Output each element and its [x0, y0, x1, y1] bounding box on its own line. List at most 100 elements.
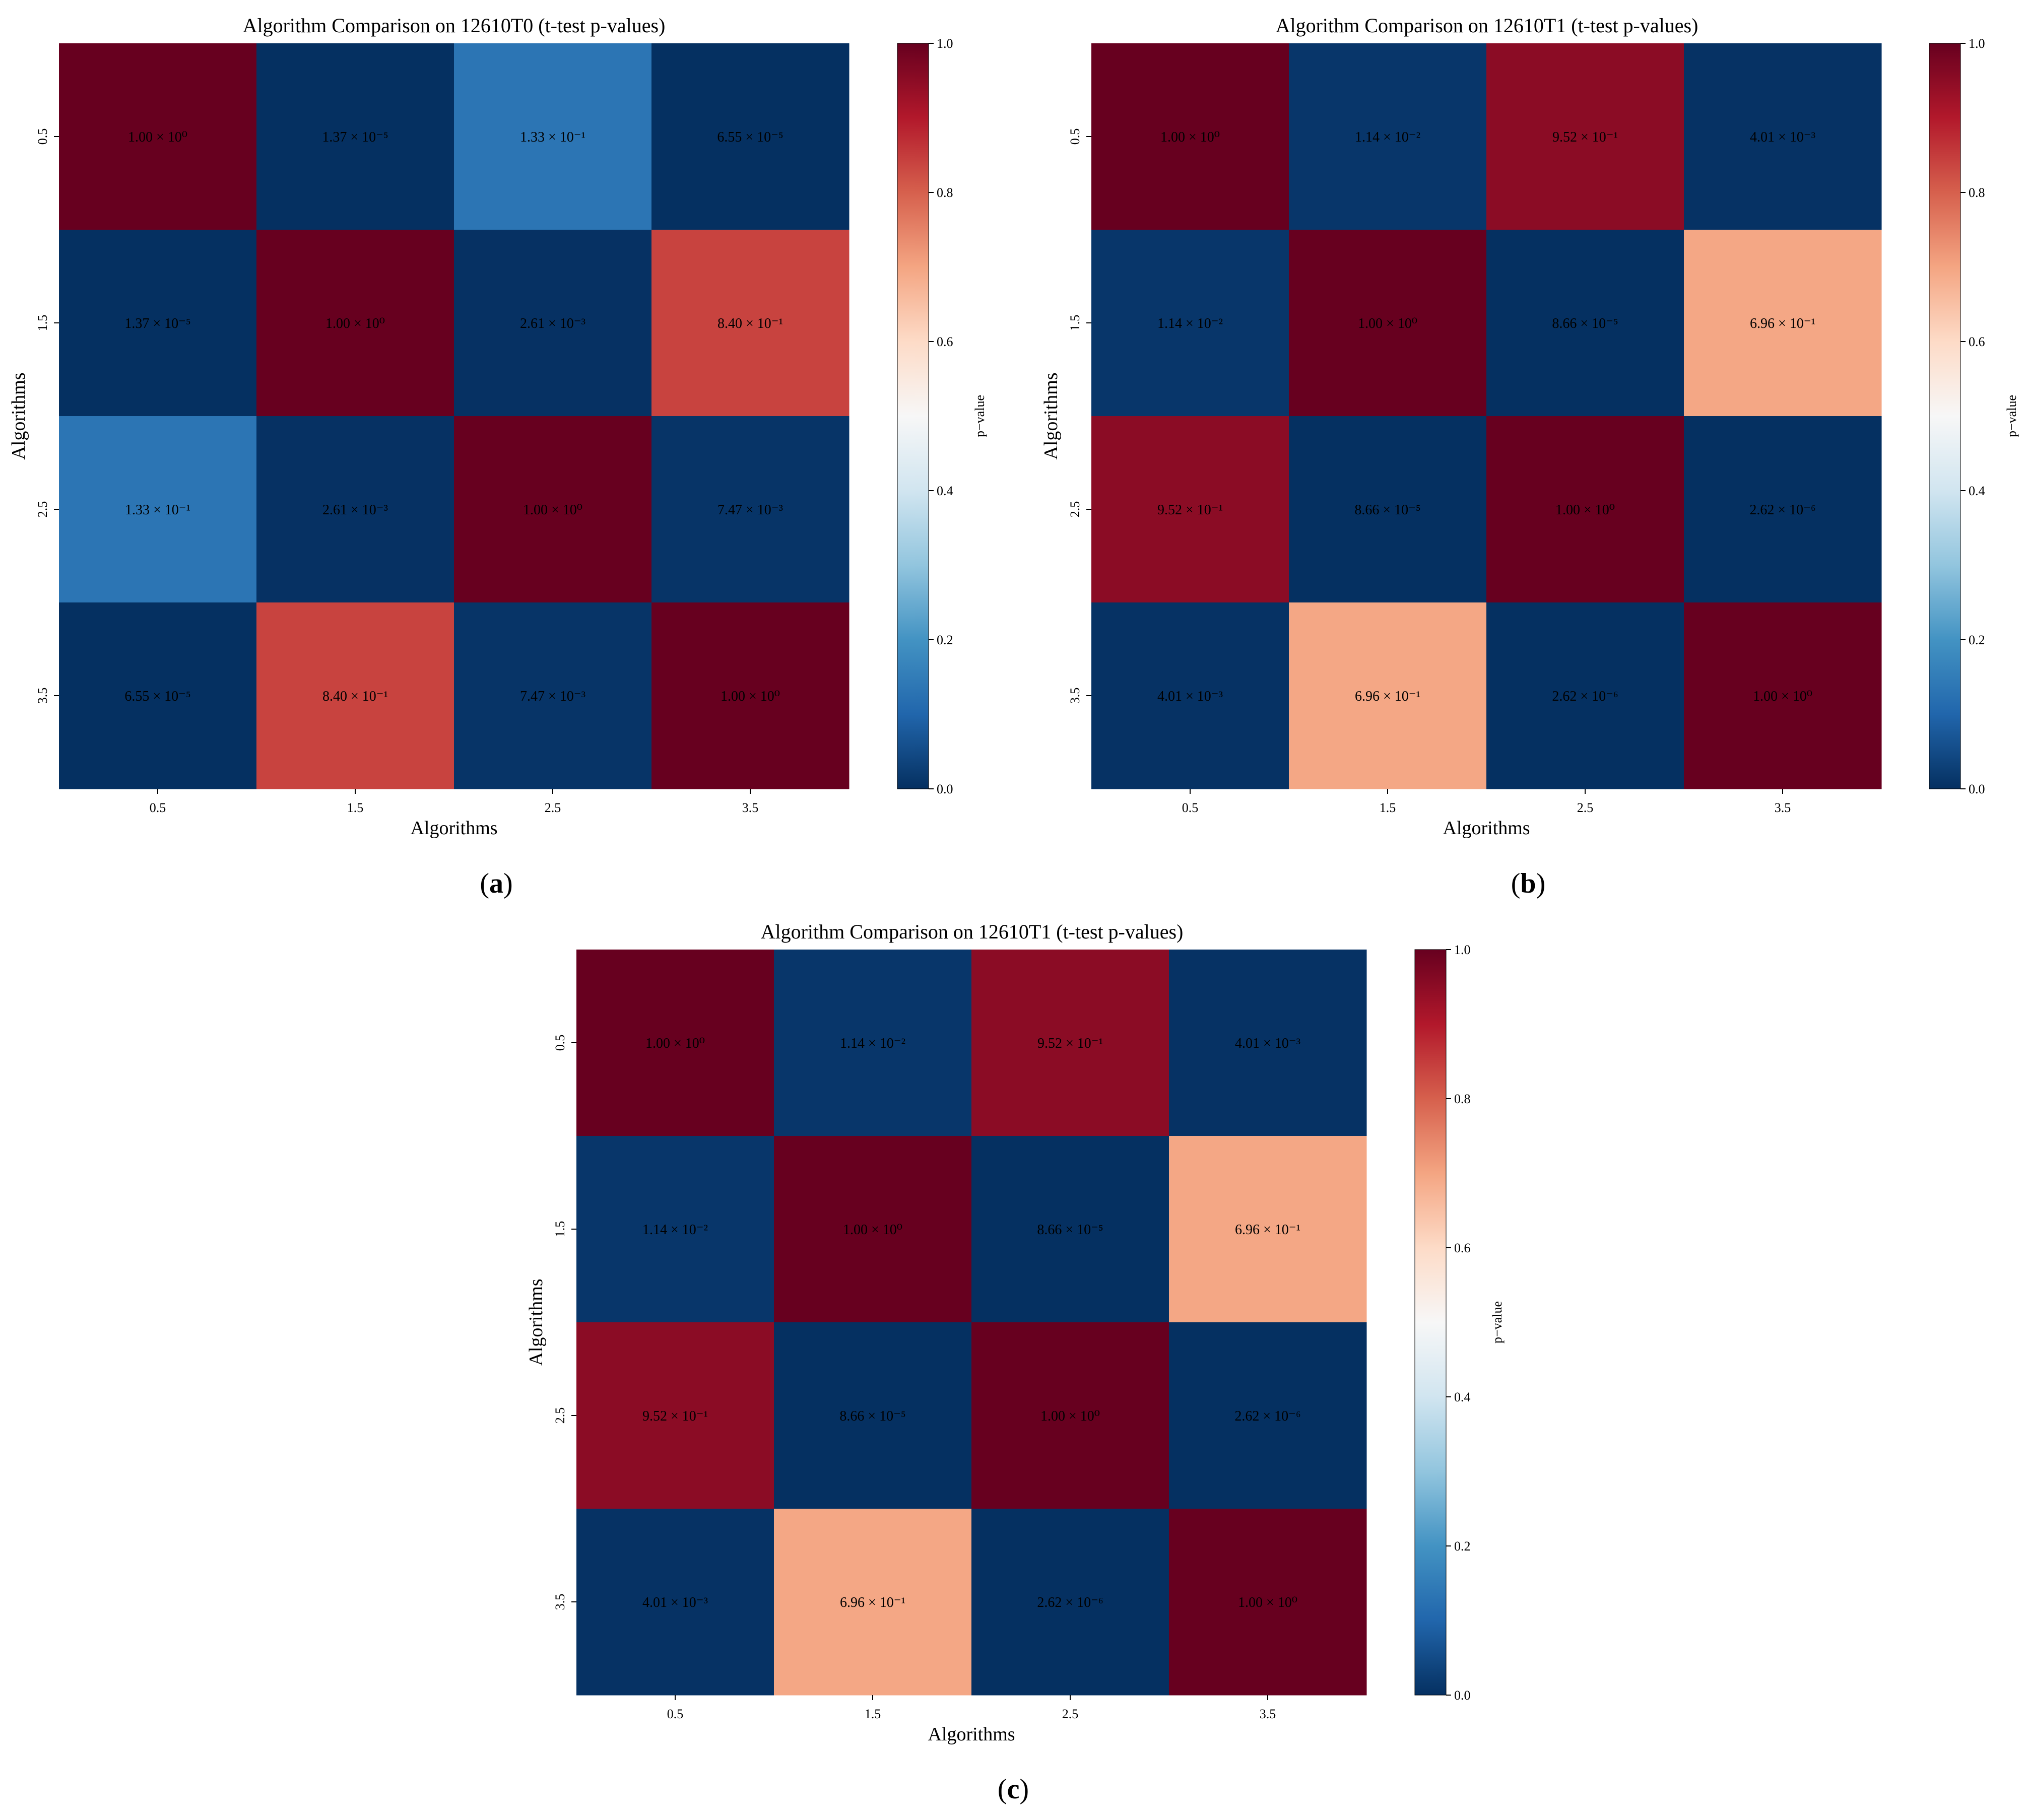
cell-value-label: 8.66 × 10⁻⁵: [1037, 1222, 1103, 1238]
cell-value-label: 1.33 × 10⁻¹: [125, 502, 190, 518]
heatmap-cell: [1091, 230, 1289, 417]
cell-value-label: 9.52 × 10⁻¹: [1157, 502, 1223, 518]
cell-value-label: 8.66 × 10⁻⁵: [1552, 316, 1618, 331]
x-tick-label: 1.5: [347, 800, 364, 815]
heatmap-cell: [774, 1509, 972, 1696]
panel-label: (b): [1511, 868, 1545, 899]
x-tick-label: 2.5: [1062, 1707, 1079, 1721]
heatmap-cell: [774, 1322, 972, 1509]
heatmap-cell: [1684, 230, 1882, 417]
cell-value-label: 4.01 × 10⁻³: [1157, 689, 1223, 704]
y-axis-label: Algorithms: [8, 372, 29, 459]
heatmap-cell: [971, 950, 1169, 1136]
cell-value-label: 6.96 × 10⁻¹: [1750, 316, 1815, 331]
cell-value-label: 4.01 × 10⁻³: [1750, 129, 1815, 145]
cell-value-label: 1.00 × 10⁰: [1160, 129, 1220, 145]
x-tick-label: 2.5: [1577, 800, 1594, 815]
colorbar-tick-label: 0.0: [1454, 1688, 1471, 1703]
x-tick-label: 0.5: [1182, 800, 1199, 815]
colorbar-tick-label: 0.6: [1969, 334, 1985, 349]
cell-value-label: 2.62 × 10⁻⁶: [1037, 1595, 1103, 1610]
cell-value-label: 1.00 × 10⁰: [721, 689, 780, 704]
heatmap-cell: [1169, 1322, 1367, 1509]
cell-value-label: 6.96 × 10⁻¹: [1355, 689, 1420, 704]
y-tick-label: 3.5: [35, 688, 50, 704]
chart-title: Algorithm Comparison on 12610T1 (t-test …: [761, 920, 1184, 943]
y-axis-label: Algorithms: [1040, 372, 1062, 459]
heatmap-cell: [1169, 1136, 1367, 1323]
cell-value-label: 1.00 × 10⁰: [1238, 1595, 1297, 1610]
heatmap-cell: [454, 43, 652, 230]
heatmap-cell: [651, 230, 850, 417]
x-tick-label: 3.5: [742, 800, 759, 815]
heatmap-cell: [256, 43, 454, 230]
heatmap-cell: [1289, 602, 1487, 789]
colorbar-tick-label: 0.2: [1969, 633, 1985, 647]
heatmap-cell: [1684, 43, 1882, 230]
cell-value-label: 1.00 × 10⁰: [843, 1222, 902, 1238]
colorbar-tick-label: 0.8: [937, 185, 953, 200]
cell-value-label: 2.61 × 10⁻³: [520, 316, 585, 331]
heatmap-cell: [971, 1509, 1169, 1696]
cell-value-label: 1.37 × 10⁻⁵: [124, 316, 190, 331]
heatmap-panel-c: Algorithm Comparison on 12610T1 (t-test …: [526, 920, 1505, 1805]
x-axis-label: Algorithms: [928, 1724, 1015, 1745]
colorbar-tick-label: 0.6: [937, 334, 953, 349]
y-tick-label: 2.5: [35, 501, 50, 518]
colorbar-tick-label: 0.4: [1969, 484, 1985, 498]
y-tick-label: 0.5: [35, 128, 50, 145]
colorbar: [1929, 43, 1961, 789]
x-tick-label: 3.5: [1775, 800, 1791, 815]
chart-title: Algorithm Comparison on 12610T0 (t-test …: [243, 14, 666, 37]
heatmap-cell: [256, 602, 454, 789]
cell-value-label: 1.37 × 10⁻⁵: [322, 129, 388, 145]
heatmap-cell: [1486, 43, 1684, 230]
chart-title: Algorithm Comparison on 12610T1 (t-test …: [1276, 14, 1699, 37]
heatmap-cell: [1169, 1509, 1367, 1696]
colorbar-tick-label: 0.2: [937, 633, 953, 647]
x-axis-label: Algorithms: [410, 818, 497, 839]
heatmap-panel-a: Algorithm Comparison on 12610T0 (t-test …: [8, 14, 987, 899]
heatmap-cell: [651, 43, 850, 230]
colorbar-tick-label: 0.2: [1454, 1539, 1471, 1554]
colorbar-tick-label: 0.0: [1969, 782, 1985, 796]
x-tick-label: 2.5: [545, 800, 561, 815]
heatmap-cell: [576, 1136, 774, 1323]
heatmap-cell: [454, 230, 652, 417]
panel-label: (c): [998, 1774, 1029, 1805]
x-tick-label: 0.5: [150, 800, 166, 815]
heatmap-cell: [651, 602, 850, 789]
heatmap-cell: [256, 416, 454, 603]
y-tick-label: 0.5: [553, 1035, 567, 1051]
heatmap-cell: [1684, 416, 1882, 603]
colorbar-tick-label: 0.6: [1454, 1241, 1471, 1255]
cell-value-label: 4.01 × 10⁻³: [642, 1595, 708, 1610]
y-tick-label: 3.5: [1068, 688, 1082, 704]
y-tick-label: 0.5: [1068, 128, 1082, 145]
heatmap-cell: [59, 230, 257, 417]
cell-value-label: 1.14 × 10⁻²: [1355, 129, 1420, 145]
heatmap-cell: [1486, 416, 1684, 603]
cell-value-label: 6.55 × 10⁻⁵: [124, 689, 190, 704]
cell-value-label: 2.62 × 10⁻⁶: [1552, 689, 1618, 704]
colorbar-label: p−value: [1490, 1301, 1505, 1343]
cell-value-label: 9.52 × 10⁻¹: [1037, 1036, 1103, 1051]
heatmap-cell: [971, 1136, 1169, 1323]
colorbar-tick-label: 0.0: [937, 782, 953, 796]
colorbar-tick-label: 1.0: [1454, 942, 1471, 957]
cell-value-label: 7.47 × 10⁻³: [717, 502, 783, 518]
colorbar-tick-label: 0.8: [1969, 185, 1985, 200]
heatmap-cell: [454, 602, 652, 789]
heatmap-cell: [59, 602, 257, 789]
y-tick-label: 2.5: [1068, 501, 1082, 518]
heatmap-cell: [1289, 230, 1487, 417]
heatmap-cell: [1486, 602, 1684, 789]
heatmap-cell: [1289, 416, 1487, 603]
heatmap-cell: [59, 416, 257, 603]
heatmap-cell: [1486, 230, 1684, 417]
colorbar-tick-label: 1.0: [937, 36, 953, 51]
y-tick-label: 1.5: [553, 1221, 567, 1238]
heatmap-cell: [59, 43, 257, 230]
heatmap-cell: [651, 416, 850, 603]
